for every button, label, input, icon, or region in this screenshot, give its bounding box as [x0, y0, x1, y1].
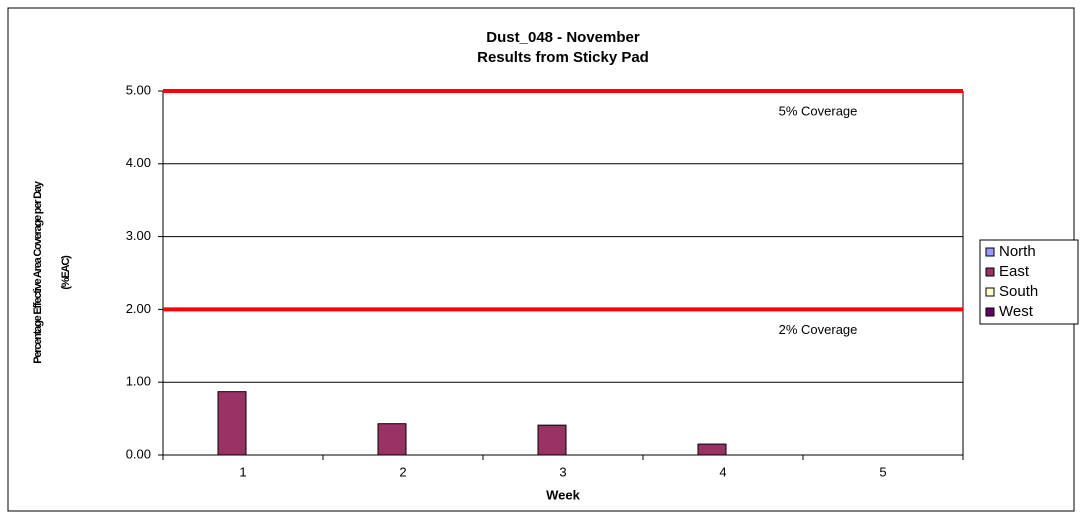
x-axis-title: Week — [546, 487, 580, 502]
y-tick-label: 0.00 — [126, 446, 151, 461]
x-tick-label: 1 — [239, 464, 246, 479]
x-tick-label: 5 — [879, 464, 886, 479]
x-tick-label: 4 — [719, 464, 726, 479]
legend-swatch — [985, 307, 995, 317]
bar — [377, 423, 407, 456]
legend-label: South — [999, 283, 1038, 300]
bar — [217, 391, 247, 456]
legend-label: East — [999, 263, 1030, 280]
legend-box — [979, 239, 1079, 325]
x-tick-label: 3 — [559, 464, 566, 479]
x-tick-label: 2 — [399, 464, 406, 479]
chart-subtitle: Results from Sticky Pad — [477, 49, 649, 66]
y-axis-title: Percentage Effective Area Coverage per D… — [32, 180, 44, 364]
legend-label: West — [999, 303, 1034, 320]
y-tick-label: 1.00 — [126, 374, 151, 389]
reference-label: 2% Coverage — [779, 322, 858, 337]
y-tick-label: 5.00 — [126, 82, 151, 97]
legend-swatch — [985, 267, 995, 277]
bar — [697, 443, 727, 456]
legend-swatch — [985, 287, 995, 297]
bar — [537, 424, 567, 456]
y-tick-label: 4.00 — [126, 155, 151, 170]
y-tick-label: 2.00 — [126, 301, 151, 316]
y-tick-label: 3.00 — [126, 228, 151, 243]
legend-swatch — [985, 247, 995, 257]
reference-label: 5% Coverage — [779, 103, 858, 118]
y-axis-unit: (%EAC) — [60, 255, 72, 290]
chart-title: Dust_048 - November — [486, 29, 640, 46]
legend-label: North — [999, 243, 1036, 260]
